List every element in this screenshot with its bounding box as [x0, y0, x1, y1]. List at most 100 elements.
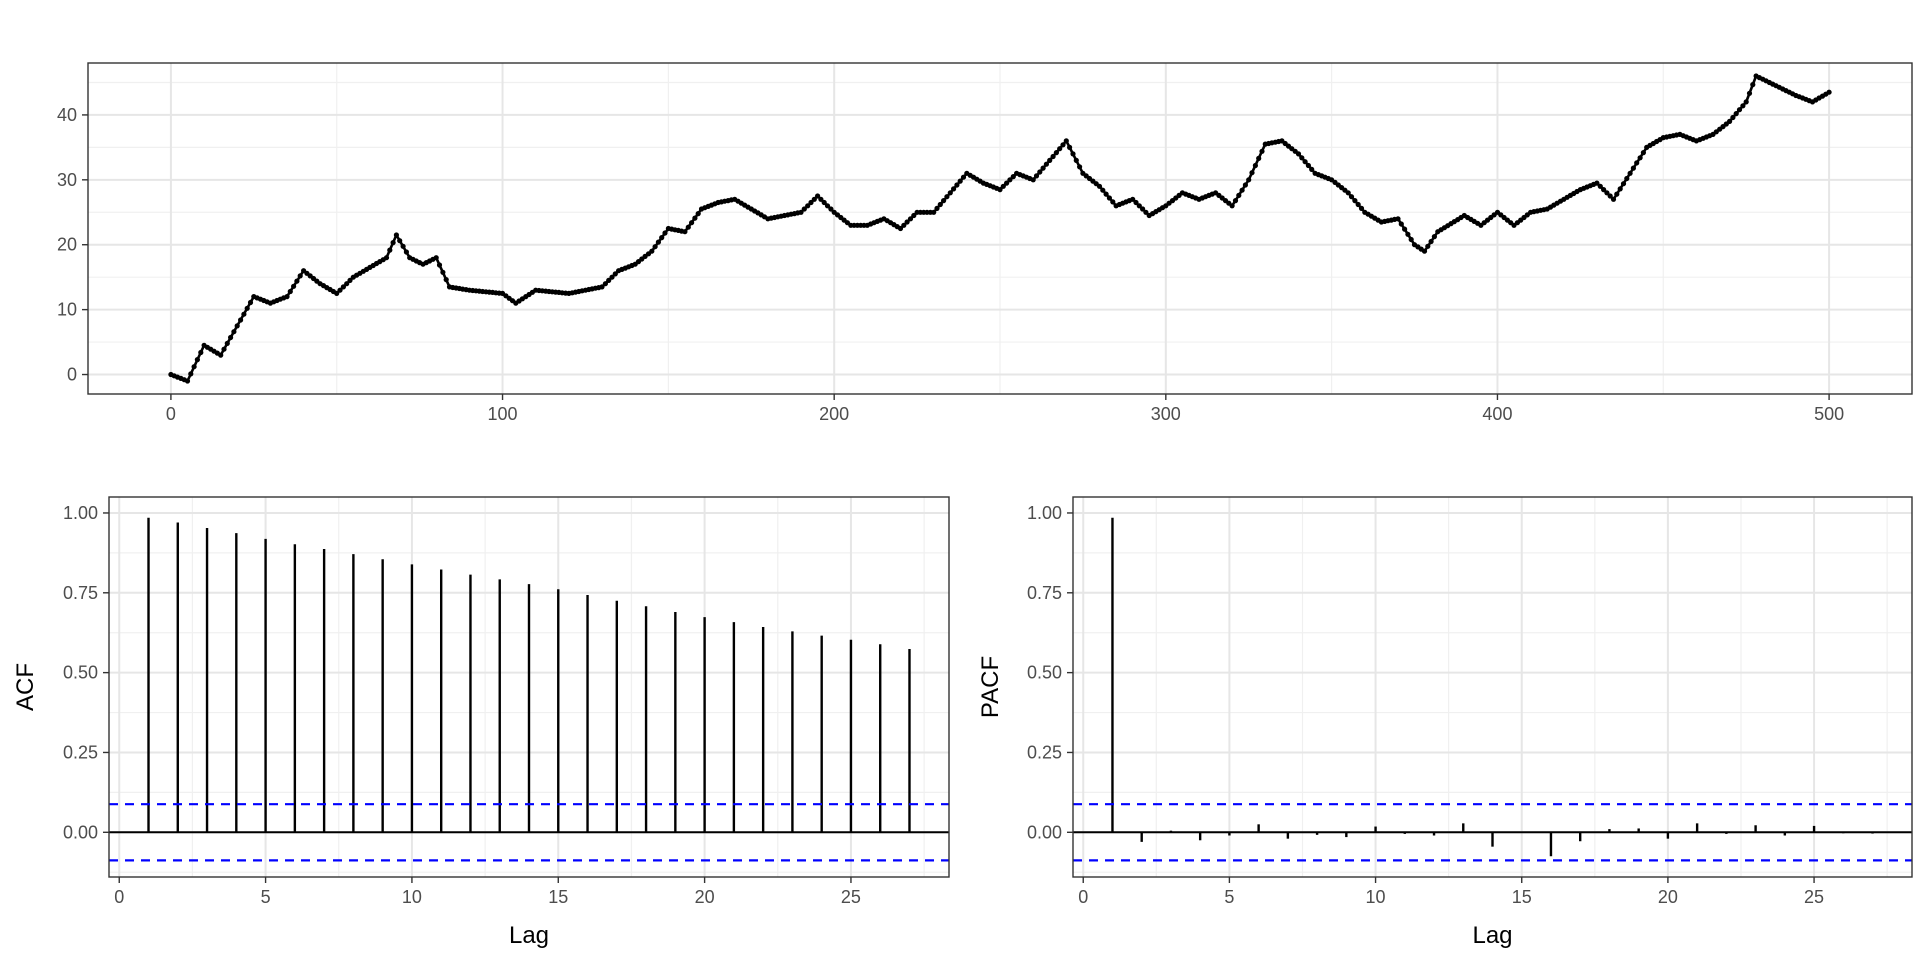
- data-point: [1743, 99, 1749, 105]
- data-point: [1348, 194, 1355, 200]
- y-axis-title: ACF: [12, 663, 39, 711]
- data-point: [904, 219, 910, 225]
- data-point: [609, 274, 615, 280]
- data-point: [1010, 174, 1016, 180]
- y-tick-label: 0.75: [1027, 583, 1062, 603]
- y-tick-label: 10: [57, 300, 77, 320]
- y-tick-label: 20: [57, 235, 77, 255]
- data-point: [1106, 195, 1112, 201]
- data-point: [294, 278, 300, 284]
- data-point: [1826, 89, 1832, 95]
- data-point: [1395, 216, 1401, 222]
- data-point: [652, 244, 658, 250]
- y-axis-title: PACF: [977, 656, 1004, 718]
- data-point: [244, 305, 250, 311]
- data-point: [1259, 148, 1265, 154]
- data-point: [815, 193, 821, 199]
- x-tick-label: 20: [1658, 887, 1678, 907]
- data-point: [944, 194, 950, 200]
- data-point: [649, 248, 655, 254]
- data-point: [297, 273, 303, 279]
- x-tick-label: 10: [1366, 887, 1386, 907]
- data-point: [1309, 166, 1315, 172]
- data-point: [1004, 180, 1010, 186]
- data-point: [1431, 234, 1437, 240]
- data-point: [387, 247, 393, 253]
- y-tick-label: 40: [57, 105, 77, 125]
- data-point: [340, 284, 346, 290]
- data-point: [1077, 164, 1083, 170]
- data-point: [1727, 118, 1733, 124]
- data-point: [1428, 238, 1434, 245]
- data-point: [284, 294, 290, 300]
- data-point: [334, 290, 340, 296]
- data-point: [957, 178, 963, 184]
- data-point: [655, 239, 662, 245]
- data-point: [1133, 199, 1139, 206]
- data-point: [1236, 192, 1242, 198]
- data-point: [805, 203, 811, 209]
- data-point: [1425, 243, 1431, 249]
- y-tick-label: 0.00: [1027, 822, 1062, 842]
- data-point: [1043, 161, 1049, 167]
- data-point: [1030, 177, 1036, 183]
- data-point: [811, 196, 817, 202]
- data-point: [1063, 138, 1069, 144]
- acf-panel: 0 5 10 15 20 25 0.00 0.25 0.50 0.75 1.00 Lag ACF: [12, 496, 950, 949]
- data-point: [1640, 150, 1646, 156]
- data-point: [934, 205, 940, 211]
- x-axis-title: Lag: [1472, 922, 1512, 949]
- data-point: [602, 281, 609, 287]
- y-tick-label: 30: [57, 170, 77, 190]
- x-tick-label: 20: [695, 887, 715, 907]
- x-tick-label: 0: [114, 887, 124, 907]
- data-point: [801, 206, 807, 212]
- data-point: [1232, 198, 1239, 204]
- data-point: [1617, 186, 1623, 192]
- x-tick-label: 0: [166, 404, 176, 424]
- data-point: [1630, 165, 1636, 171]
- data-point: [383, 255, 390, 261]
- data-point: [191, 364, 197, 370]
- data-point: [947, 190, 953, 196]
- data-point: [1295, 151, 1302, 157]
- data-point: [1302, 159, 1308, 165]
- data-point: [682, 229, 688, 235]
- data-point: [1402, 226, 1408, 232]
- data-point: [218, 352, 224, 358]
- data-point: [1000, 183, 1006, 189]
- data-point: [662, 230, 668, 236]
- data-point: [1637, 155, 1643, 161]
- data-point: [1733, 111, 1739, 117]
- data-point: [1060, 142, 1066, 148]
- panel-border: [87, 62, 1913, 395]
- x-tick-label: 15: [1512, 887, 1532, 907]
- data-point: [1746, 90, 1753, 96]
- data-point: [247, 299, 254, 306]
- data-point: [194, 357, 200, 363]
- x-tick-label: 0: [1078, 887, 1088, 907]
- data-point: [1607, 193, 1613, 199]
- data-point: [1136, 203, 1142, 209]
- data-point: [234, 323, 240, 329]
- data-point: [1614, 191, 1620, 197]
- data-point: [1624, 175, 1630, 182]
- data-point: [937, 201, 943, 208]
- data-point: [440, 269, 446, 275]
- data-point: [1140, 206, 1146, 212]
- data-point: [1033, 173, 1040, 179]
- data-point: [1634, 160, 1640, 166]
- data-point: [1070, 151, 1076, 157]
- data-point: [393, 232, 399, 238]
- data-point: [1242, 182, 1248, 188]
- data-point: [403, 249, 409, 255]
- x-tick-label: 25: [1804, 887, 1824, 907]
- data-point: [1604, 190, 1610, 196]
- data-point: [951, 186, 957, 192]
- data-point: [241, 311, 247, 317]
- data-point: [238, 317, 244, 323]
- data-point: [188, 371, 194, 377]
- x-tick-label: 15: [548, 887, 568, 907]
